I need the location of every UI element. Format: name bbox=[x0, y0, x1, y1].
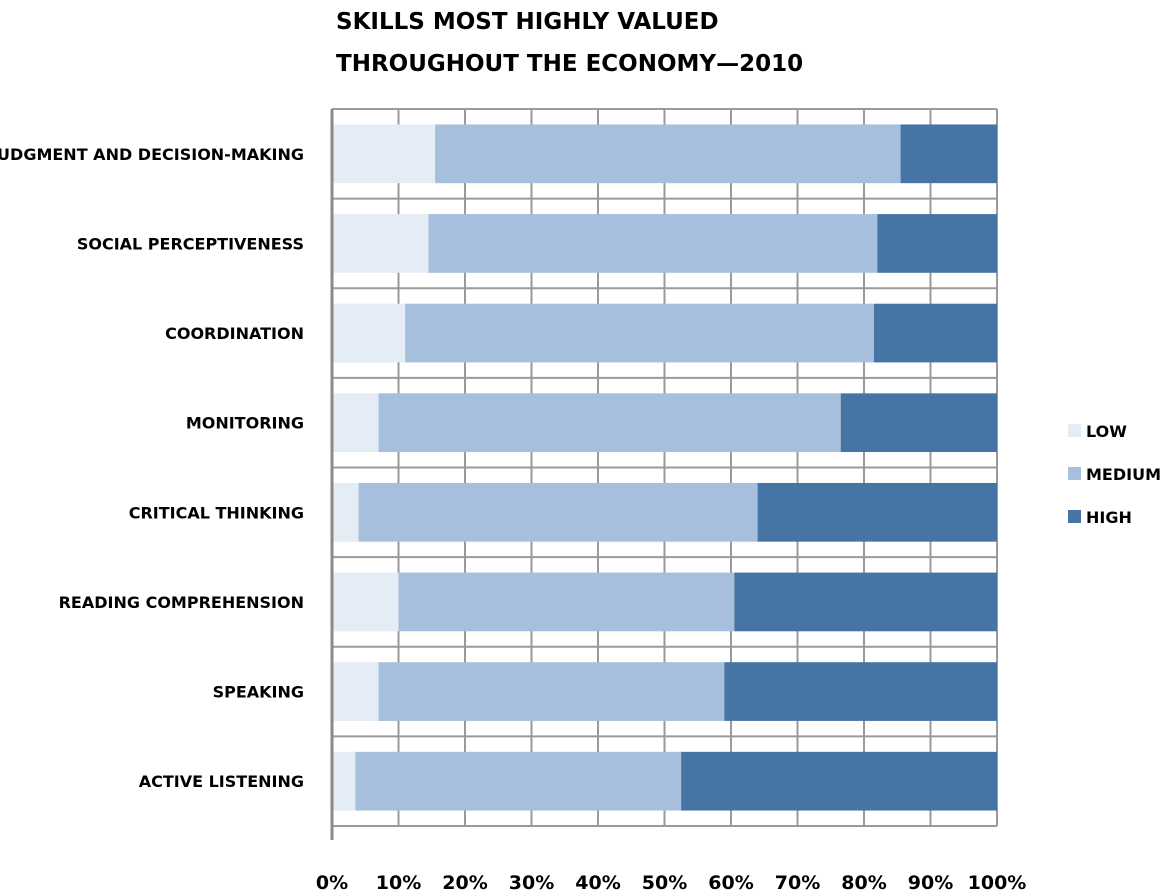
x-tick-label-5: 50% bbox=[642, 872, 687, 894]
category-label-2: COORDINATION bbox=[165, 324, 304, 343]
bar-medium-0 bbox=[435, 124, 901, 184]
bar-low-2 bbox=[332, 303, 406, 363]
legend-swatch-high bbox=[1068, 510, 1081, 523]
bar-medium-7 bbox=[355, 751, 682, 811]
bar-high-6 bbox=[724, 662, 997, 721]
bar-medium-1 bbox=[428, 214, 878, 273]
category-label-3: MONITORING bbox=[186, 414, 304, 433]
chart-title-line-1: SKILLS MOST HIGHLY VALUED bbox=[336, 9, 719, 35]
category-label-6: SPEAKING bbox=[213, 683, 304, 702]
x-tick-label-6: 60% bbox=[708, 872, 753, 894]
bar-low-7 bbox=[332, 751, 356, 811]
x-tick-label-2: 20% bbox=[442, 872, 487, 894]
x-tick-label-0: 0% bbox=[316, 872, 348, 894]
legend-label-low: LOW bbox=[1086, 422, 1127, 441]
bar-low-5 bbox=[332, 572, 399, 632]
x-tick-label-8: 80% bbox=[841, 872, 886, 894]
bar-medium-6 bbox=[378, 662, 725, 721]
x-tick-label-9: 90% bbox=[908, 872, 953, 894]
bar-high-5 bbox=[734, 572, 997, 632]
legend-label-medium: MEDIUM bbox=[1086, 465, 1161, 484]
bar-medium-2 bbox=[405, 303, 874, 363]
bar-low-6 bbox=[332, 662, 379, 721]
bar-low-4 bbox=[332, 482, 359, 542]
x-tick-label-10: 100% bbox=[968, 872, 1027, 894]
x-tick-label-3: 30% bbox=[509, 872, 554, 894]
chart-title-line-2: THROUGHOUT THE ECONOMY—2010 bbox=[336, 51, 803, 77]
legend-swatch-medium bbox=[1068, 467, 1081, 480]
bar-high-2 bbox=[873, 303, 997, 363]
legend-swatch-low bbox=[1068, 424, 1081, 437]
bar-high-1 bbox=[877, 214, 997, 273]
bar-medium-4 bbox=[358, 482, 758, 542]
category-label-7: ACTIVE LISTENING bbox=[139, 772, 304, 791]
legend: LOW MEDIUM HIGH bbox=[1068, 422, 1161, 527]
bar-low-3 bbox=[332, 393, 379, 453]
bar-medium-5 bbox=[398, 572, 735, 632]
x-tick-label-4: 40% bbox=[575, 872, 620, 894]
category-label-4: CRITICAL THINKING bbox=[129, 503, 304, 522]
category-label-1: SOCIAL PERCEPTIVENESS bbox=[77, 234, 304, 253]
category-label-5: READING COMPREHENSION bbox=[59, 593, 304, 612]
bar-high-4 bbox=[757, 482, 997, 542]
bar-low-1 bbox=[332, 214, 429, 273]
bars bbox=[332, 124, 997, 811]
bar-high-7 bbox=[681, 751, 997, 811]
category-label-0: JUDGMENT AND DECISION-MAKING bbox=[0, 145, 304, 164]
bar-high-3 bbox=[840, 393, 997, 453]
bar-low-0 bbox=[332, 124, 436, 184]
category-labels: JUDGMENT AND DECISION-MAKING SOCIAL PERCE… bbox=[0, 145, 304, 791]
bar-high-0 bbox=[900, 124, 997, 184]
legend-label-high: HIGH bbox=[1086, 508, 1132, 527]
x-tick-label-7: 70% bbox=[775, 872, 820, 894]
bar-medium-3 bbox=[378, 393, 841, 453]
x-tick-label-1: 10% bbox=[376, 872, 421, 894]
x-tick-labels: 0% 10% 20% 30% 40% 50% 60% 70% 80% 90% 100% bbox=[316, 872, 1026, 894]
